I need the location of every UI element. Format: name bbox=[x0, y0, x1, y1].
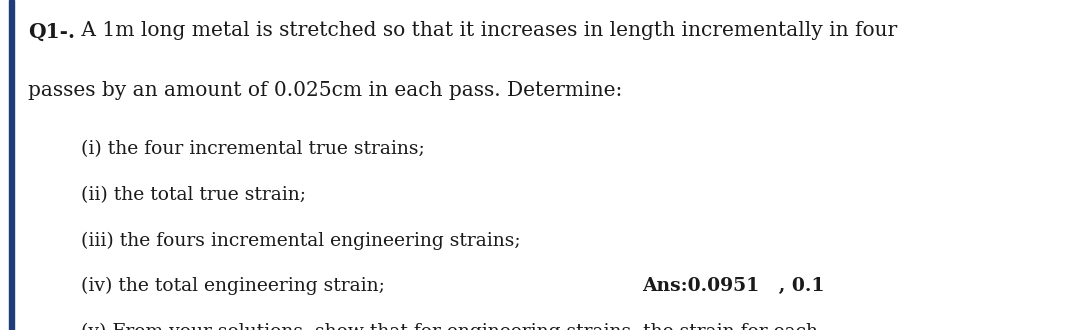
Text: (v) From your solutions, show that for engineering strains, the strain for each: (v) From your solutions, show that for e… bbox=[81, 322, 818, 330]
Text: Ans:0.0951   , 0.1: Ans:0.0951 , 0.1 bbox=[643, 277, 825, 295]
Bar bbox=[9, 0, 14, 330]
Text: (iii) the fours incremental engineering strains;: (iii) the fours incremental engineering … bbox=[81, 231, 521, 249]
Text: (ii) the total true strain;: (ii) the total true strain; bbox=[81, 186, 306, 204]
Text: passes by an amount of 0.025cm in each pass. Determine:: passes by an amount of 0.025cm in each p… bbox=[28, 81, 622, 100]
Text: Q1-.: Q1-. bbox=[28, 21, 76, 42]
Text: A 1m long metal is stretched so that it increases in length incrementally in fou: A 1m long metal is stretched so that it … bbox=[76, 21, 897, 41]
Text: (i) the four incremental true strains;: (i) the four incremental true strains; bbox=[81, 140, 424, 158]
Text: (iv) the total engineering strain;: (iv) the total engineering strain; bbox=[81, 277, 384, 295]
